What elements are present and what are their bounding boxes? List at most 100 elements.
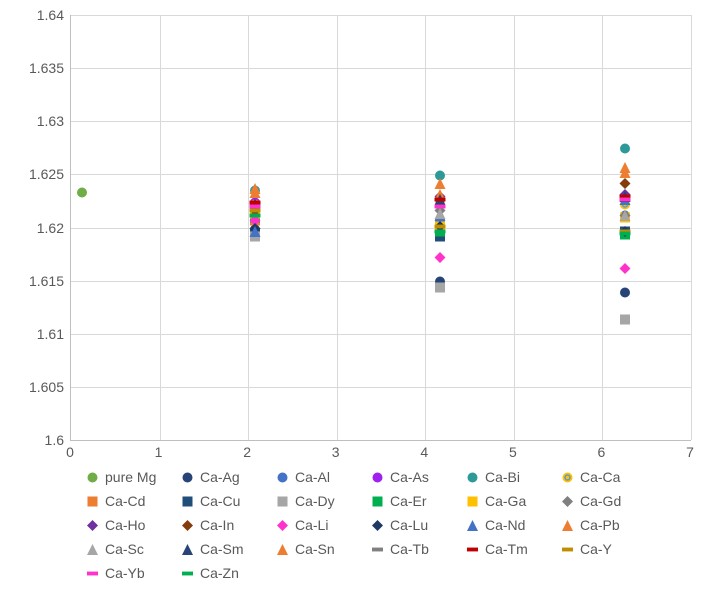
chart-container: 1.61.6051.611.6151.621.6251.631.6351.64 … [0,0,702,613]
legend-swatch-icon [275,542,289,556]
legend-swatch-icon [560,494,574,508]
legend-item: Ca-Ag [180,469,275,485]
data-point [619,312,630,330]
legend-swatch-icon [560,518,574,532]
legend-label: Ca-Cu [200,493,240,509]
legend-swatch-icon [465,518,479,532]
legend-label: Ca-Pb [580,517,620,533]
legend-item: Ca-Er [370,493,465,509]
legend-label: Ca-Bi [485,469,520,485]
y-tick-label: 1.625 [29,166,64,182]
legend-item: Ca-Pb [560,517,655,533]
data-point [435,224,446,242]
legend-label: Ca-Ca [580,469,620,485]
legend-swatch-icon [275,518,289,532]
x-tick-label: 2 [243,444,251,460]
gridline-horizontal [71,174,691,175]
legend-item: Ca-Li [275,517,370,533]
gridline-vertical [514,15,515,440]
legend-item: Ca-Ho [85,517,180,533]
x-tick-label: 5 [509,444,517,460]
legend-item: Ca-Gd [560,493,655,509]
legend-swatch-icon [85,542,99,556]
legend-swatch-icon [275,470,289,484]
x-tick-label: 3 [332,444,340,460]
legend-swatch-icon [85,566,99,580]
legend-swatch-icon [560,542,574,556]
legend-item: Ca-Sc [85,541,180,557]
legend-swatch-icon [180,542,194,556]
x-tick-label: 4 [420,444,428,460]
legend-item: Ca-Tm [465,541,560,557]
gridline-horizontal [71,387,691,388]
legend-item: Ca-Yb [85,565,180,581]
legend-item: Ca-Lu [370,517,465,533]
legend-swatch-icon [275,494,289,508]
legend-label: Ca-Gd [580,493,621,509]
legend-label: Ca-As [390,469,429,485]
legend-swatch-icon [180,566,194,580]
legend-label: Ca-Tm [485,541,528,557]
legend-swatch-icon [465,494,479,508]
legend-swatch-icon [560,470,574,484]
legend-label: Ca-Sn [295,541,335,557]
legend-label: Ca-Sc [105,541,144,557]
y-axis-labels: 1.61.6051.611.6151.621.6251.631.6351.64 [0,15,70,440]
y-tick-label: 1.615 [29,273,64,289]
y-tick-label: 1.61 [37,326,64,342]
legend-label: Ca-Sm [200,541,244,557]
legend-item: Ca-In [180,517,275,533]
data-point [619,226,630,244]
data-point [435,280,446,298]
legend-item: Ca-Tb [370,541,465,557]
legend-swatch-icon [370,470,384,484]
gridline-horizontal [71,15,691,16]
legend-swatch-icon [85,494,99,508]
data-point [619,261,630,279]
legend-swatch-icon [180,494,194,508]
legend-item: pure Mg [85,469,180,485]
legend-item: Ca-Nd [465,517,560,533]
y-tick-label: 1.605 [29,379,64,395]
legend-label: Ca-Dy [295,493,335,509]
legend-item: Ca-Al [275,469,370,485]
legend-label: Ca-Er [390,493,427,509]
gridline-horizontal [71,228,691,229]
legend-label: Ca-Li [295,517,328,533]
legend-label: Ca-Al [295,469,330,485]
legend-item: Ca-Cd [85,493,180,509]
legend-item: Ca-Zn [180,565,275,581]
gridline-vertical [160,15,161,440]
legend-item: Ca-Bi [465,469,560,485]
x-tick-label: 1 [155,444,163,460]
legend-label: Ca-Ho [105,517,145,533]
legend-item: Ca-Sm [180,541,275,557]
legend-label: Ca-Y [580,541,612,557]
legend-label: Ca-Cd [105,493,145,509]
gridline-vertical [425,15,426,440]
y-tick-label: 1.635 [29,60,64,76]
legend-item: Ca-As [370,469,465,485]
legend-swatch-icon [85,518,99,532]
gridline-vertical [691,15,692,440]
legend-swatch-icon [370,494,384,508]
legend-swatch-icon [85,470,99,484]
legend-item: Ca-Y [560,541,655,557]
data-point [435,250,446,268]
y-tick-label: 1.6 [45,432,64,448]
legend-item: Ca-Sn [275,541,370,557]
legend-swatch-icon [465,542,479,556]
legend-label: Ca-Tb [390,541,429,557]
legend: pure Mg Ca-Ag Ca-Al Ca-As Ca-Bi Ca-Ca Ca-Cd Ca-… [85,465,665,605]
data-point [619,141,630,159]
legend-label: Ca-Zn [200,565,239,581]
legend-label: Ca-In [200,517,234,533]
data-point [250,208,261,226]
gridline-horizontal [71,281,691,282]
legend-swatch-icon [465,470,479,484]
legend-label: Ca-Ag [200,469,240,485]
gridline-vertical [602,15,603,440]
gridline-horizontal [71,121,691,122]
legend-swatch-icon [370,542,384,556]
legend-label: Ca-Ga [485,493,526,509]
